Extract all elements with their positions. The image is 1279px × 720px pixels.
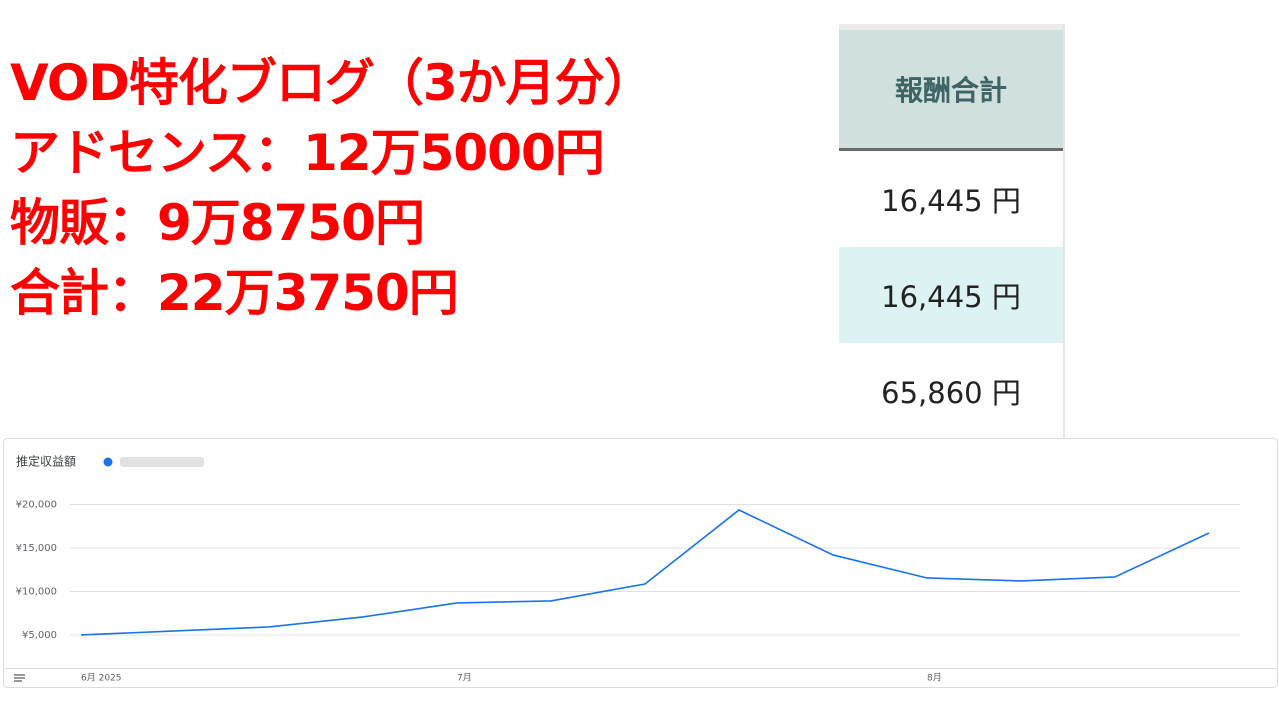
headline-line: VOD特化ブログ（3か月分）	[10, 54, 654, 112]
headline-line: 物販：9万8750円	[10, 194, 425, 252]
table-cell: 65,860 円	[881, 376, 1021, 410]
x-tick-label: 8月	[927, 673, 942, 684]
series-line	[80, 509, 1210, 636]
headline: VOD特化ブログ（3か月分） アドセンス：12万5000円 物販：9万8750円…	[10, 48, 654, 328]
y-tick-label: ¥20,000	[16, 499, 57, 510]
y-tick-label: ¥5,000	[22, 630, 57, 641]
headline-line: 合計：22万3750円	[10, 264, 459, 322]
x-tick-label: 6月 2025	[81, 673, 122, 684]
earnings-table: 報酬合計 16,445 円 16,445 円 65,860 円	[839, 24, 1065, 439]
chart-title: 推定収益額	[16, 454, 76, 469]
table-cell: 16,445 円	[881, 184, 1021, 218]
headline-line: アドセンス：12万5000円	[10, 124, 605, 182]
chart-panel	[3, 438, 1278, 688]
y-tick-label: ¥10,000	[16, 586, 57, 597]
legend-dot	[103, 457, 113, 467]
table-cell: 16,445 円	[839, 247, 1063, 343]
table-header: 報酬合計	[839, 30, 1063, 151]
table-top-bar	[839, 24, 1063, 30]
legend-blurred	[120, 457, 204, 467]
x-tick-label: 7月	[457, 673, 472, 684]
y-tick-label: ¥15,000	[16, 543, 57, 554]
